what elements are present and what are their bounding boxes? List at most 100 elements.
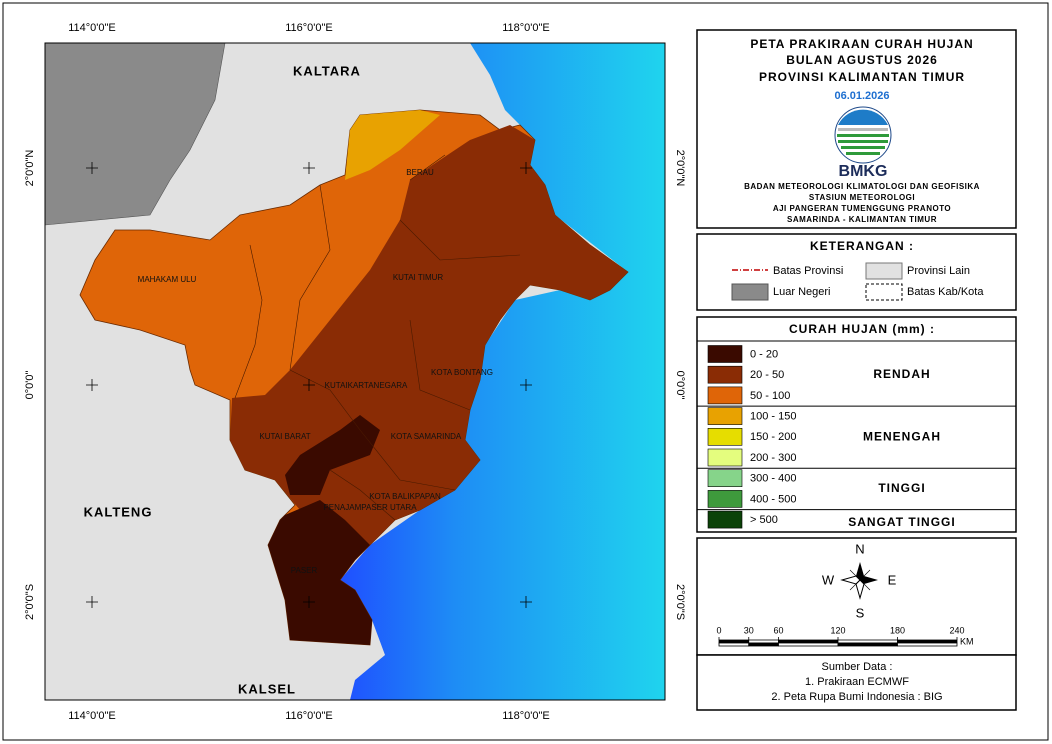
scale-segment [748, 642, 779, 647]
compass-box [696, 537, 1017, 656]
region-label: KOTA BALIKPAPAN [369, 492, 441, 501]
legend-swatch [707, 386, 743, 405]
legend-label: 200 - 300 [750, 452, 796, 464]
source-item: 1. Prakiraan ECMWF [805, 676, 909, 688]
scale-tick-label: 60 [773, 625, 783, 635]
coord-label: 116°0'0"E [285, 22, 333, 34]
district-boundary-symbol [865, 283, 903, 301]
scale-tick-label: 120 [830, 625, 845, 635]
legend-swatch [707, 365, 743, 384]
legend-rows: 0 - 20 20 - 50 50 - 100 100 - 150 150 - 200 2… [697, 345, 1016, 529]
source-box [696, 654, 1017, 711]
neighbour-label: KALSEL [238, 681, 296, 696]
legend-group: TINGGI [878, 481, 925, 495]
compass-letter: N [855, 541, 864, 556]
compass-letter: S [856, 605, 865, 620]
title-line: PETA PRAKIRAAN CURAH HUJAN [750, 37, 973, 51]
coord-label: 118°0'0"E [502, 22, 550, 34]
region-label: KUTAI TIMUR [393, 273, 444, 282]
legend-box [696, 316, 1017, 533]
date: 06.01.2026 [834, 90, 889, 102]
legend-label: > 500 [750, 514, 778, 526]
legend-swatch [707, 448, 743, 467]
foreign-country [45, 43, 226, 226]
neighbour-label: KALTENG [84, 504, 153, 519]
legend-swatch [707, 510, 743, 529]
province-zone-100-150 [345, 110, 440, 180]
compass-letter: W [822, 572, 835, 587]
legend-group: MENENGAH [863, 429, 941, 443]
scale-segment [748, 639, 779, 644]
scale-segment [718, 642, 750, 647]
legend-swatch [707, 469, 743, 488]
coord-label: 114°0'0"E [68, 710, 116, 722]
coord-label: 2°0'0"S [24, 584, 36, 620]
legend-label: 20 - 50 [750, 369, 784, 381]
region-label: PASER [291, 566, 318, 575]
scale-unit: KM [960, 636, 974, 646]
legend-label: 300 - 400 [750, 473, 796, 485]
scale-tick-label: 180 [890, 625, 905, 635]
legend-title: CURAH HUJAN (mm) : [789, 322, 935, 336]
scale-tick-label: 240 [949, 625, 964, 635]
agency-line: SAMARINDA - KALIMANTAN TIMUR [787, 215, 937, 224]
logo-text: BMKG [839, 163, 888, 180]
legend-label: 0 - 20 [750, 348, 778, 360]
coord-label: 2°0'0"N [674, 150, 686, 187]
agency-line: STASIUN METEOROLOGI [809, 193, 915, 202]
keterangan-item: Batas Kab/Kota [907, 286, 984, 298]
map-frame [44, 42, 666, 701]
compass-letter: E [888, 572, 897, 587]
legend-swatch [707, 490, 743, 508]
legend-swatch [707, 427, 743, 446]
scale-tick-label: 30 [744, 625, 754, 635]
legend-swatch [707, 345, 743, 363]
scale-segment [837, 642, 898, 647]
coord-label: 0°0'0" [24, 371, 36, 400]
keterangan-item: Provinsi Lain [907, 265, 970, 277]
coord-label: 118°0'0"E [502, 710, 550, 722]
source-title: Sumber Data : [822, 661, 893, 673]
sea [340, 43, 665, 700]
scale-segment [897, 642, 958, 647]
map-body: KALTARA KALTENG KALSEL BERAU MAHAKAM ULU… [45, 43, 665, 700]
scale-segment [837, 639, 898, 644]
grid-crosses [86, 162, 532, 608]
agency-line: AJI PANGERAN TUMENGGUNG PRANOTO [773, 204, 951, 213]
region-label: KOTA SAMARINDA [391, 432, 462, 441]
compass-rose [840, 562, 878, 600]
scale-segment [778, 642, 839, 647]
coord-label: 114°0'0"E [68, 22, 116, 34]
legend-group: SANGAT TINGGI [848, 515, 955, 529]
keterangan-title: KETERANGAN : [810, 239, 914, 253]
title-line: BULAN AGUSTUS 2026 [786, 53, 938, 67]
source-item: 2. Peta Rupa Bumi Indonesia : BIG [771, 691, 942, 703]
coord-label: 2°0'0"S [674, 584, 686, 620]
title-line: PROVINSI KALIMANTAN TIMUR [759, 70, 965, 84]
legend-group: RENDAH [873, 367, 930, 381]
region-label: BERAU [406, 168, 434, 177]
district-boundaries [234, 154, 521, 521]
province-zone-0-20 [285, 415, 380, 495]
keterangan-item: Batas Provinsi [773, 265, 843, 277]
region-label: KOTA BONTANG [431, 368, 493, 377]
province-zone-0-20 [268, 500, 372, 645]
legend-label: 100 - 150 [750, 411, 796, 423]
region-label: KUTAIKARTANEGARA [325, 381, 408, 390]
other-province-symbol [865, 262, 903, 280]
keterangan-item: Luar Negeri [773, 286, 830, 298]
coord-label: 0°0'0" [674, 371, 686, 400]
coord-label: 2°0'0"N [24, 150, 36, 187]
bmkg-logo [834, 106, 892, 164]
region-label: KUTAI BARAT [259, 432, 310, 441]
neighbour-label: KALTARA [293, 63, 361, 78]
scale-segment [897, 639, 958, 644]
scale-segment [778, 639, 839, 644]
scale-tick-label: 0 [716, 625, 721, 635]
foreign-symbol [731, 283, 769, 301]
legend-swatch [707, 407, 743, 425]
coord-label: 116°0'0"E [285, 710, 333, 722]
